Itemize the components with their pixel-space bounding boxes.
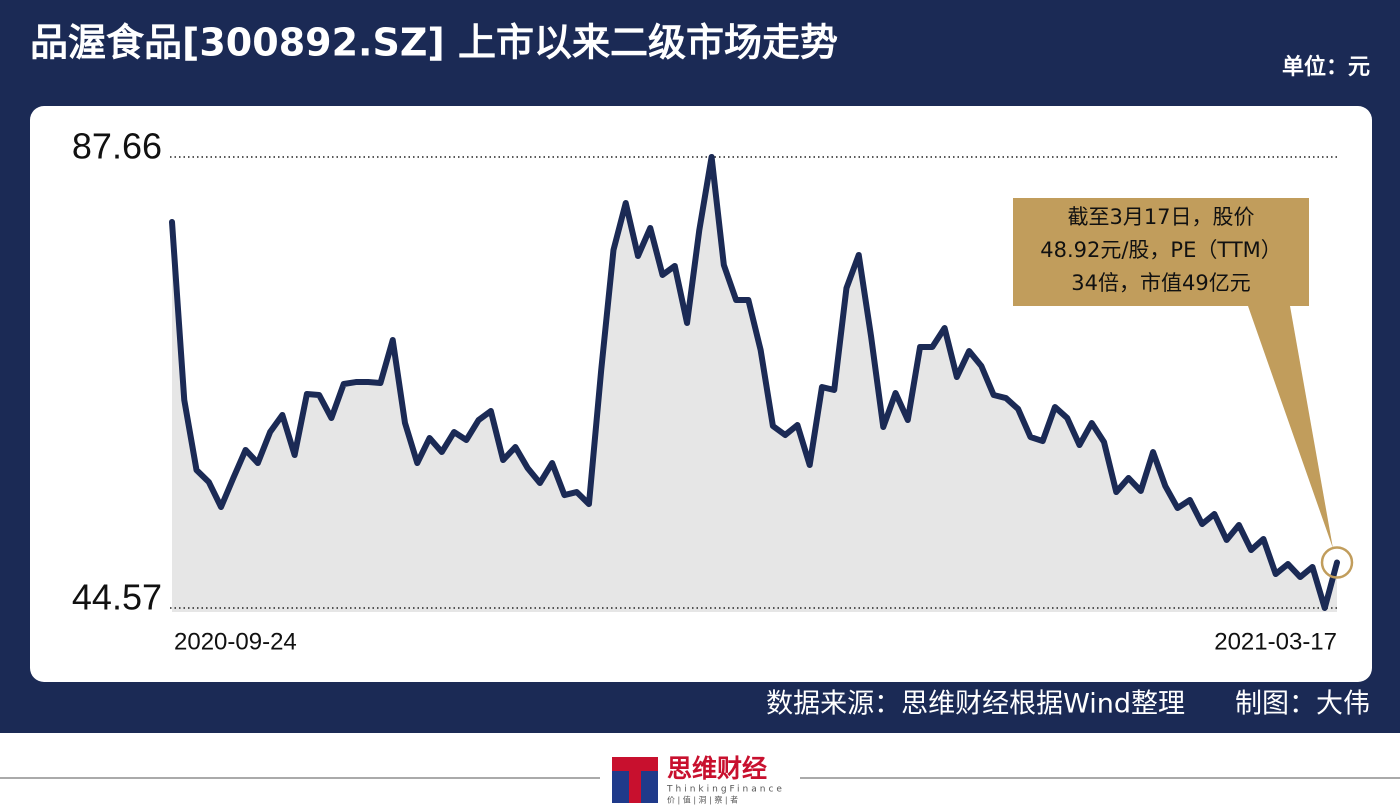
logo-name: 思维财经 xyxy=(667,754,767,783)
callout-pointer xyxy=(1248,306,1333,549)
logo: 思维财经 ThinkingFinance 价 | 值 | 洞 | 察 | 者 xyxy=(612,754,785,805)
logo-motto: 价 | 值 | 洞 | 察 | 者 xyxy=(667,795,738,805)
unit-label: 单位：元 xyxy=(1282,54,1370,80)
chart-title: 品渥食品[300892.SZ] 上市以来二级市场走势 xyxy=(30,21,838,65)
y-tick-label: 87.66 xyxy=(72,126,162,167)
callout-text: 截至3月17日，股价 xyxy=(1067,205,1254,229)
line xyxy=(169,154,1340,611)
y-tick-label: 44.57 xyxy=(72,577,162,618)
x-tick-label: 2021-03-17 xyxy=(1214,628,1337,655)
author: 制图：大伟 xyxy=(1235,689,1370,720)
highlight-ring xyxy=(1320,546,1354,579)
area xyxy=(172,157,1337,612)
callout-text: 48.92元/股，PE（TTM） xyxy=(1040,238,1282,262)
logo-icon-top xyxy=(612,757,658,771)
callout-box xyxy=(1013,198,1309,306)
x-tick-label: 2020-09-24 xyxy=(174,628,297,655)
logo-icon-stem xyxy=(629,771,641,803)
logo-english: ThinkingFinance xyxy=(666,785,785,795)
callout-text: 34倍，市值49亿元 xyxy=(1071,271,1250,295)
source: 数据来源：思维财经根据Wind整理 xyxy=(766,689,1185,720)
